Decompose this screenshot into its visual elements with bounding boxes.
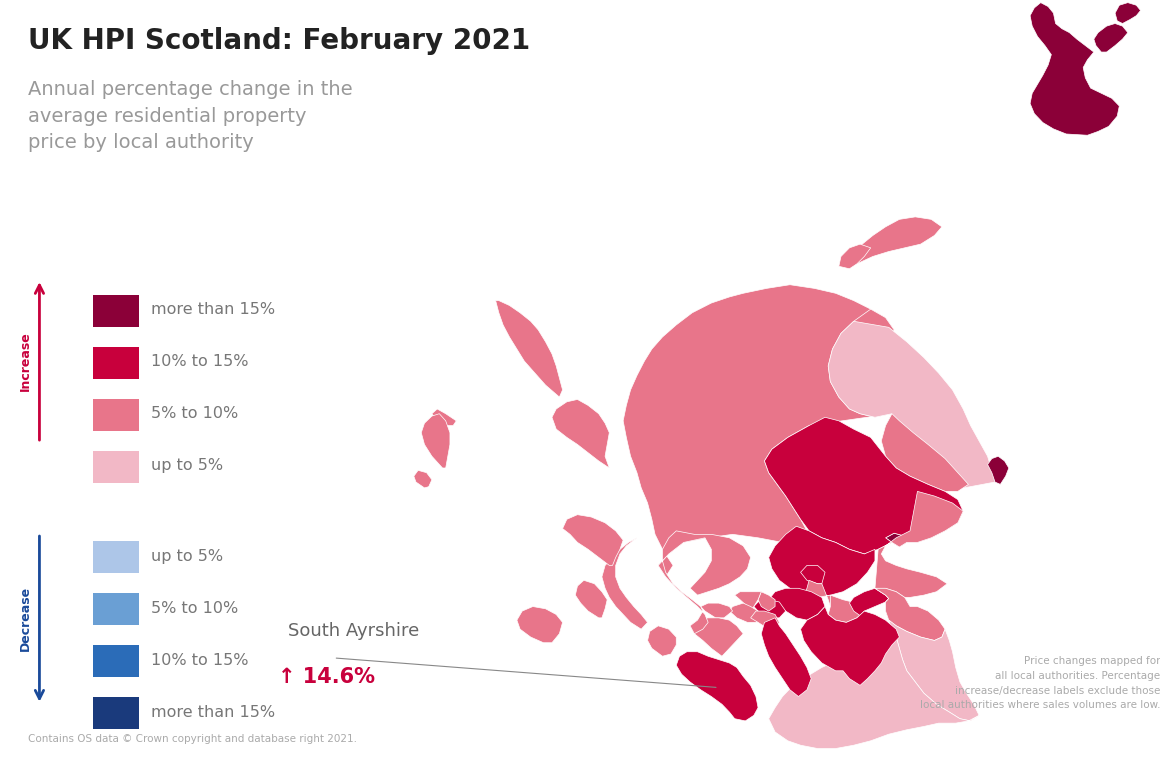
Polygon shape <box>676 652 759 721</box>
Polygon shape <box>875 491 963 597</box>
Polygon shape <box>701 603 733 618</box>
Polygon shape <box>769 629 979 748</box>
Bar <box>93 593 139 625</box>
Text: 10% to 15%: 10% to 15% <box>151 354 248 369</box>
Polygon shape <box>1094 24 1128 52</box>
Polygon shape <box>730 603 761 623</box>
Text: more than 15%: more than 15% <box>151 705 275 720</box>
Polygon shape <box>882 414 969 491</box>
Polygon shape <box>987 456 1009 484</box>
Polygon shape <box>761 618 811 696</box>
Polygon shape <box>517 607 563 643</box>
Bar <box>93 295 139 327</box>
Polygon shape <box>885 533 907 547</box>
Polygon shape <box>769 588 825 620</box>
Polygon shape <box>495 301 563 397</box>
Polygon shape <box>575 581 607 618</box>
Polygon shape <box>1030 2 1119 135</box>
Polygon shape <box>839 244 871 269</box>
Text: more than 15%: more than 15% <box>151 302 275 317</box>
Polygon shape <box>889 620 979 721</box>
Polygon shape <box>759 591 775 611</box>
Polygon shape <box>690 618 744 656</box>
Polygon shape <box>754 600 785 618</box>
Polygon shape <box>1115 2 1140 24</box>
Polygon shape <box>647 626 676 656</box>
Polygon shape <box>623 285 894 577</box>
Polygon shape <box>552 399 609 468</box>
Bar <box>93 451 139 483</box>
Text: Contains OS data © Crown copyright and database right 2021.: Contains OS data © Crown copyright and d… <box>28 734 357 744</box>
Text: UK HPI Scotland: February 2021: UK HPI Scotland: February 2021 <box>28 27 530 55</box>
Polygon shape <box>432 409 456 425</box>
Polygon shape <box>751 611 780 629</box>
Polygon shape <box>414 470 432 488</box>
Text: up to 5%: up to 5% <box>151 458 223 474</box>
Polygon shape <box>828 309 894 417</box>
Polygon shape <box>658 531 751 633</box>
Polygon shape <box>854 216 942 264</box>
Bar <box>93 347 139 379</box>
Polygon shape <box>828 321 995 491</box>
Bar <box>93 399 139 431</box>
Bar <box>93 541 139 573</box>
Polygon shape <box>563 515 623 565</box>
Polygon shape <box>804 581 831 607</box>
Text: Annual percentage change in the
average residential property
price by local auth: Annual percentage change in the average … <box>28 80 353 152</box>
Polygon shape <box>764 417 963 554</box>
Text: Price changes mapped for
all local authorities. Percentage
increase/decrease lab: Price changes mapped for all local autho… <box>920 656 1160 711</box>
Bar <box>93 697 139 729</box>
Text: Increase: Increase <box>19 331 32 391</box>
Text: 10% to 15%: 10% to 15% <box>151 653 248 668</box>
Polygon shape <box>828 595 864 623</box>
Text: South Ayrshire: South Ayrshire <box>288 622 419 640</box>
Polygon shape <box>769 526 875 597</box>
Polygon shape <box>849 588 889 616</box>
Polygon shape <box>875 588 945 640</box>
Polygon shape <box>800 607 899 685</box>
Text: 5% to 10%: 5% to 10% <box>151 601 238 616</box>
Polygon shape <box>421 414 450 468</box>
Text: ↑ 14.6%: ↑ 14.6% <box>278 667 376 687</box>
Text: 5% to 10%: 5% to 10% <box>151 406 238 422</box>
Polygon shape <box>800 565 825 584</box>
Text: up to 5%: up to 5% <box>151 549 223 564</box>
Text: Decrease: Decrease <box>19 586 32 652</box>
Polygon shape <box>875 588 909 629</box>
Polygon shape <box>602 538 647 629</box>
Bar <box>93 645 139 677</box>
Polygon shape <box>734 591 761 611</box>
